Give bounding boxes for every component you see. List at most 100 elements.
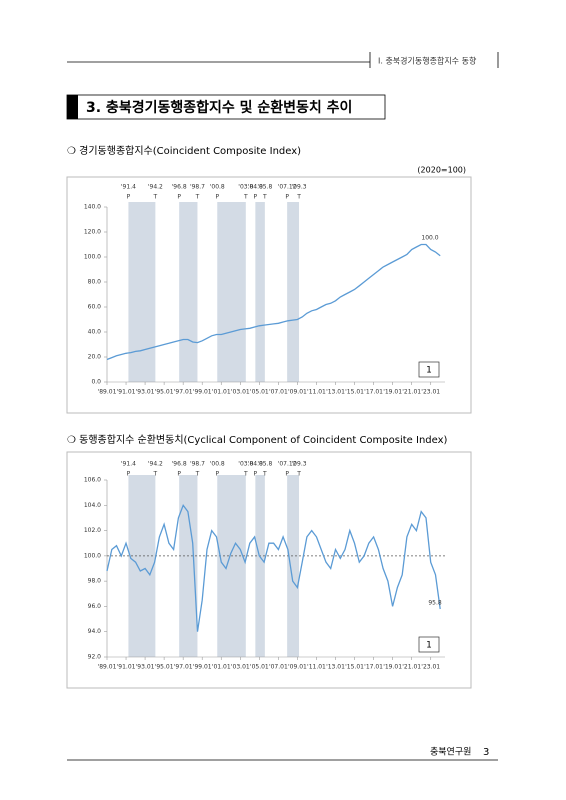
turning-date: '96.8 bbox=[172, 184, 187, 191]
x-tick-label: '11.01 bbox=[307, 389, 326, 396]
turning-date: '03.8 bbox=[238, 184, 253, 191]
panel-label: 1 bbox=[426, 641, 432, 651]
contraction-shade bbox=[217, 202, 246, 382]
turning-phase: P bbox=[254, 471, 258, 478]
turning-phase: P bbox=[215, 194, 219, 201]
x-tick-label: '19.01 bbox=[383, 389, 402, 396]
x-tick-label: '01.01 bbox=[212, 389, 231, 396]
data-line bbox=[106, 243, 441, 361]
y-tick-label: 106.0 bbox=[84, 477, 101, 484]
turning-date: '05.8 bbox=[257, 461, 272, 468]
x-tick-label: '93.01 bbox=[136, 664, 155, 671]
turning-date: '98.7 bbox=[190, 184, 205, 191]
x-tick-label: '05.01 bbox=[250, 664, 269, 671]
x-tick-label: '15.01 bbox=[345, 389, 364, 396]
contraction-shade bbox=[255, 202, 265, 382]
x-tick-label: '99.01 bbox=[193, 389, 212, 396]
x-tick-label: '13.01 bbox=[326, 664, 345, 671]
x-tick-label: '17.01 bbox=[364, 389, 383, 396]
contraction-shade bbox=[287, 202, 300, 382]
x-tick-label: '21.01 bbox=[402, 389, 421, 396]
contraction-shade bbox=[179, 202, 198, 382]
x-tick-label: '09.01 bbox=[288, 389, 307, 396]
x-tick-label: '03.01 bbox=[231, 389, 250, 396]
turning-date: '91.4 bbox=[121, 184, 136, 191]
y-tick-label: 100.0 bbox=[84, 552, 101, 559]
turning-date: '96.8 bbox=[172, 461, 187, 468]
x-tick-label: '07.01 bbox=[269, 664, 288, 671]
turning-date: '05.8 bbox=[257, 184, 272, 191]
x-tick-label: '01.01 bbox=[212, 664, 231, 671]
contraction-shade bbox=[179, 475, 198, 657]
contraction-shade bbox=[287, 475, 300, 657]
y-tick-label: 40.0 bbox=[88, 329, 102, 336]
x-tick-label: '21.01 bbox=[402, 664, 421, 671]
contraction-shade bbox=[128, 475, 156, 657]
y-tick-label: 104.0 bbox=[84, 502, 101, 509]
turning-phase: P bbox=[177, 194, 181, 201]
unit-label: (2020=100) bbox=[417, 166, 466, 175]
turning-phase: T bbox=[262, 194, 267, 201]
y-tick-label: 96.0 bbox=[88, 603, 102, 610]
turning-phase: T bbox=[153, 471, 158, 478]
turning-date: '00.8 bbox=[210, 461, 225, 468]
chart-frame bbox=[66, 176, 472, 414]
y-tick-label: 94.0 bbox=[88, 628, 102, 635]
section-title: 3. 충북경기동행종합지수 및 순환변동치 추이 bbox=[86, 99, 352, 116]
turning-date: '04.8 bbox=[248, 184, 263, 191]
x-tick-label: '15.01 bbox=[345, 664, 364, 671]
turning-date: '94.2 bbox=[148, 461, 163, 468]
contraction-shade bbox=[217, 475, 246, 657]
turning-date: '09.3 bbox=[292, 461, 307, 468]
turning-date: '09.3 bbox=[292, 184, 307, 191]
turning-date: '04.8 bbox=[248, 461, 263, 468]
x-tick-label: '23.01 bbox=[421, 389, 440, 396]
turning-date: '94.2 bbox=[148, 184, 163, 191]
annotation: 95.8 bbox=[428, 600, 442, 607]
x-tick-label: '11.01 bbox=[307, 664, 326, 671]
turning-phase: T bbox=[262, 471, 267, 478]
turning-phase: T bbox=[195, 471, 200, 478]
chart-title: ❍ 동행종합지수 순환변동치(Cyclical Component of Coi… bbox=[67, 434, 448, 446]
x-tick-label: '03.01 bbox=[231, 664, 250, 671]
chart-title: ❍ 경기동행종합지수(Coincident Composite Index) bbox=[67, 144, 301, 157]
y-tick-label: 20.0 bbox=[88, 354, 102, 361]
turning-date: '91.4 bbox=[121, 461, 136, 468]
panel-label-box bbox=[418, 636, 440, 653]
x-tick-label: '13.01 bbox=[326, 389, 345, 396]
turning-phase: P bbox=[127, 194, 131, 201]
turning-date: '03.8 bbox=[238, 461, 253, 468]
y-tick-label: 98.0 bbox=[88, 578, 102, 585]
x-tick-label: '05.01 bbox=[250, 389, 269, 396]
y-tick-label: 0.0 bbox=[91, 379, 101, 386]
x-tick-label: '09.01 bbox=[288, 664, 307, 671]
section-marker bbox=[67, 95, 78, 119]
contraction-shade bbox=[128, 202, 156, 382]
x-tick-label: '89.01 bbox=[98, 389, 117, 396]
footer-org: 충북연구원 bbox=[430, 747, 471, 758]
y-tick-label: 120.0 bbox=[84, 229, 101, 236]
y-tick-label: 100.0 bbox=[84, 254, 101, 261]
turning-phase: P bbox=[254, 194, 258, 201]
x-tick-label: '23.01 bbox=[421, 664, 440, 671]
y-tick-label: 102.0 bbox=[84, 527, 101, 534]
x-tick-label: '19.01 bbox=[383, 664, 402, 671]
y-tick-label: 60.0 bbox=[88, 304, 102, 311]
x-tick-label: '89.01 bbox=[98, 664, 117, 671]
x-tick-label: '95.01 bbox=[155, 389, 174, 396]
turning-date: '98.7 bbox=[190, 461, 205, 468]
contraction-shade bbox=[255, 475, 265, 657]
x-tick-label: '17.01 bbox=[364, 664, 383, 671]
turning-phase: T bbox=[243, 194, 248, 201]
x-tick-label: '91.01 bbox=[117, 664, 136, 671]
turning-phase: P bbox=[285, 471, 289, 478]
turning-phase: T bbox=[296, 194, 301, 201]
page-number: 3 bbox=[483, 747, 489, 758]
turning-date: '07.12 bbox=[278, 461, 297, 468]
panel-label-box bbox=[418, 361, 440, 378]
x-tick-label: '91.01 bbox=[117, 389, 136, 396]
data-line bbox=[106, 503, 441, 632]
x-tick-label: '97.01 bbox=[174, 389, 193, 396]
x-tick-label: '07.01 bbox=[269, 389, 288, 396]
